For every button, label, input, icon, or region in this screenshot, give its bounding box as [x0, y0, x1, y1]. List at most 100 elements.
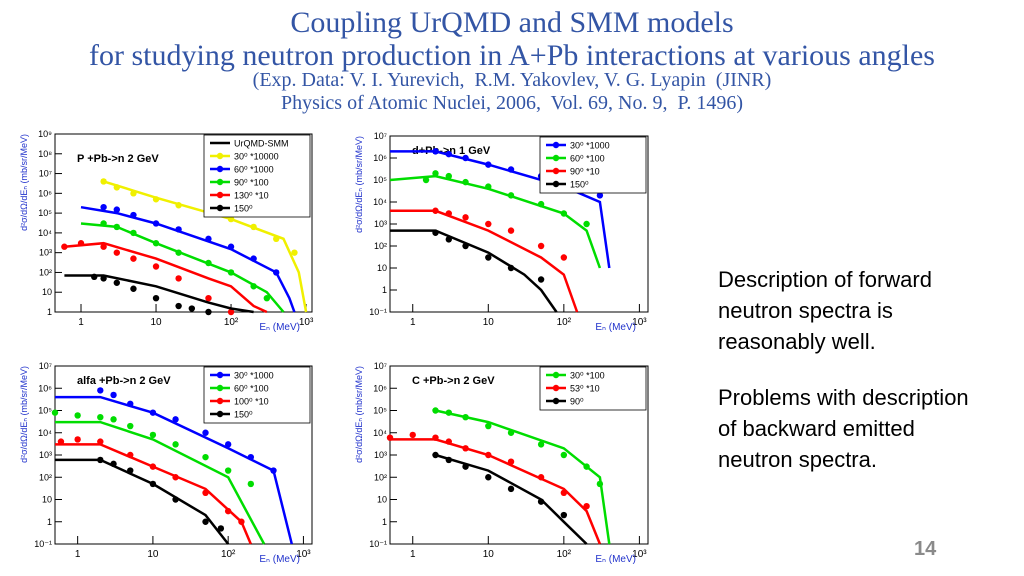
legend-label: 60⁰ *1000	[234, 165, 274, 175]
data-point	[202, 489, 209, 497]
data-point	[445, 150, 452, 158]
y-tick-label: 10²	[374, 472, 387, 482]
legend-label: 90⁰	[570, 397, 584, 407]
x-axis-label: Eₙ (MeV)	[595, 322, 636, 333]
data-point	[583, 502, 590, 510]
legend-marker	[216, 152, 224, 160]
data-point	[432, 170, 439, 177]
legend-marker	[552, 141, 560, 149]
legend-marker	[552, 397, 560, 405]
y-tick-label: 10⁻¹	[369, 539, 387, 549]
y-tick-label: 10⁻¹	[369, 307, 387, 317]
y-tick-label: 1	[382, 517, 387, 527]
x-axis-label: Eₙ (MeV)	[259, 554, 300, 565]
data-point	[149, 409, 157, 416]
chart-annotation: P +Pb->n 2 GeV	[77, 153, 159, 165]
data-point	[462, 154, 469, 162]
data-point	[97, 387, 104, 394]
x-axis-label: Eₙ (MeV)	[595, 554, 636, 565]
title: Coupling UrQMD and SMM models	[290, 6, 734, 39]
data-point	[175, 302, 182, 310]
legend-label: 53⁰ *10	[570, 384, 600, 394]
data-point	[57, 438, 65, 445]
data-point	[583, 220, 590, 228]
data-point	[432, 148, 439, 155]
data-point	[113, 279, 121, 286]
chart-annotation: d+Pb->n 1 GeV	[412, 145, 491, 157]
y-tick-label: 10	[377, 263, 387, 273]
data-point	[445, 456, 452, 464]
reference: Physics of Atomic Nuclei, 2006, Vol. 69,…	[280, 92, 744, 114]
y-axis-label: d²σ/dΩ/dEₙ (mb/sr/MeV)	[354, 136, 364, 233]
y-tick-label: 10³	[39, 450, 52, 460]
y-tick-label: 10³	[374, 219, 387, 229]
legend-marker	[552, 180, 560, 188]
data-point	[507, 227, 515, 234]
data-point	[537, 200, 545, 208]
y-tick-label: 10⁴	[38, 428, 52, 438]
y-tick-label: 10³	[374, 450, 387, 460]
data-point	[77, 240, 85, 247]
data-point	[100, 203, 107, 211]
x-tick-label: 10²	[221, 549, 236, 560]
data-point	[188, 305, 196, 312]
data-point	[263, 294, 271, 302]
y-tick-label: 10⁴	[373, 197, 387, 207]
data-point	[130, 190, 137, 197]
data-point	[238, 518, 245, 525]
data-point	[485, 254, 492, 261]
y-tick-label: 10²	[374, 241, 387, 251]
y-axis-label: d²σ/dΩ/dEₙ (mb/sr/MeV)	[19, 134, 29, 231]
model-line	[389, 174, 602, 269]
data-point	[445, 172, 452, 180]
data-point	[507, 429, 515, 436]
legend-marker	[552, 384, 560, 392]
legend-marker	[216, 191, 224, 199]
data-point	[537, 474, 545, 481]
y-tick-label: 10⁴	[38, 228, 52, 238]
legend-label: 60⁰ *100	[570, 154, 605, 164]
x-tick-label: 10³	[632, 549, 647, 560]
legend-label: UrQMD-SMM	[234, 139, 289, 149]
data-point	[217, 525, 225, 532]
reference: (Exp. Data: V. I. Yurevich, R.M. Yakovle…	[252, 69, 772, 91]
data-point	[537, 242, 545, 250]
data-point	[537, 441, 545, 448]
data-point	[175, 275, 182, 282]
legend-marker	[216, 410, 224, 418]
y-tick-label: 10⁻¹	[34, 539, 52, 549]
data-point	[432, 407, 439, 414]
data-point	[445, 409, 452, 416]
data-point	[74, 436, 81, 443]
x-tick-label: 1	[78, 317, 84, 328]
model-line	[55, 443, 252, 545]
data-point	[97, 438, 104, 445]
data-point	[205, 308, 212, 316]
x-tick-label: 1	[410, 549, 416, 560]
data-point	[596, 480, 604, 488]
y-tick-label: 10⁷	[39, 361, 52, 371]
data-point	[507, 485, 515, 493]
data-point	[205, 259, 212, 267]
legend-label: 90⁰ *10	[570, 167, 600, 177]
data-point	[224, 467, 232, 474]
y-tick-label: 10⁶	[373, 383, 387, 393]
model-line	[103, 180, 308, 313]
data-point	[110, 391, 117, 399]
data-point	[485, 451, 492, 459]
data-point	[507, 166, 515, 173]
data-point	[227, 308, 235, 316]
x-tick-label: 10²	[557, 549, 572, 560]
legend-marker	[216, 178, 224, 186]
note: Description of forward neutron spectra i…	[718, 267, 932, 354]
legend-marker	[216, 397, 224, 405]
data-point	[485, 183, 492, 190]
data-point	[560, 210, 568, 217]
data-point	[110, 416, 117, 423]
data-point	[202, 453, 209, 461]
data-point	[250, 255, 257, 262]
data-point	[152, 294, 160, 302]
model-line	[435, 409, 611, 545]
data-point	[97, 456, 104, 464]
